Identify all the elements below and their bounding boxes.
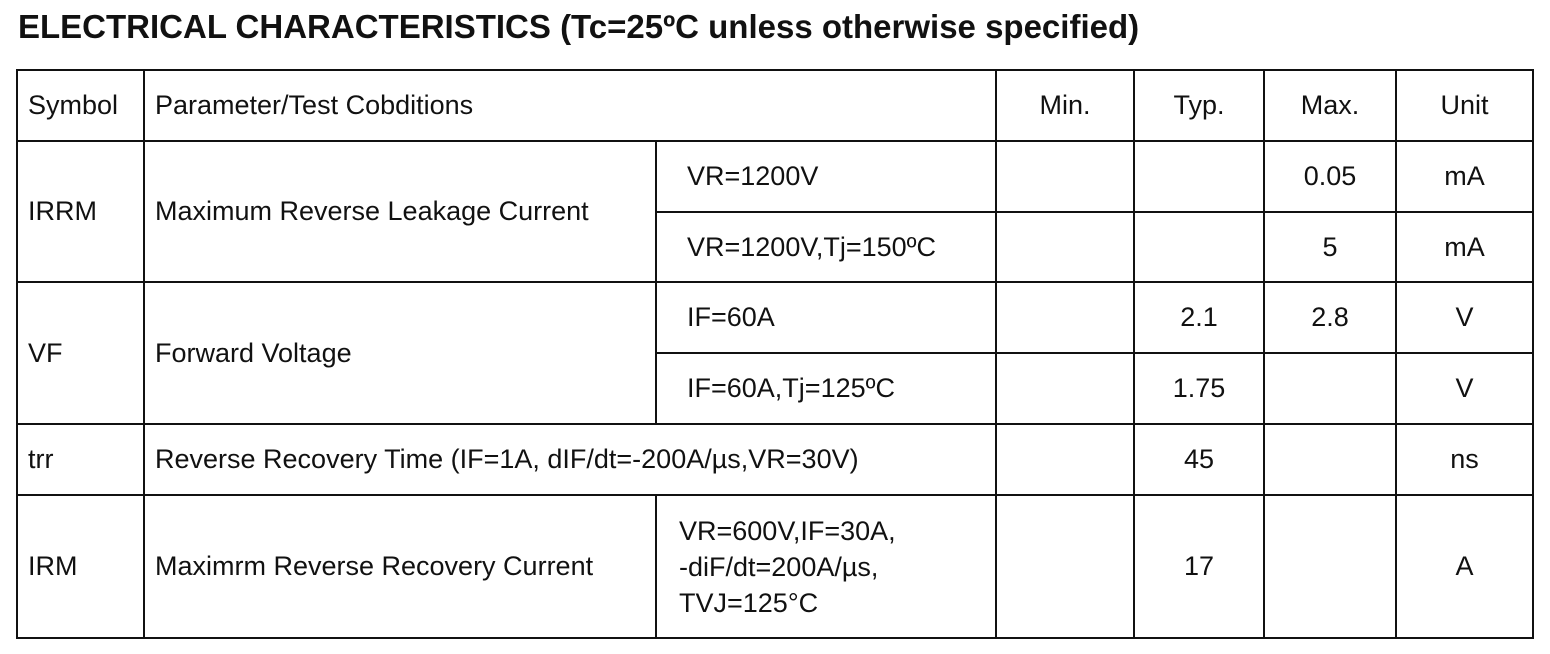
unit: A xyxy=(1395,494,1534,639)
row: trr Reverse Recovery Time (IF=1A, dIF/dt… xyxy=(16,423,1534,496)
max: 5 xyxy=(1263,211,1397,283)
header-cell: Min. xyxy=(995,69,1135,142)
condition: IF=60A xyxy=(655,281,997,354)
parameter: Maximum Reverse Leakage Current xyxy=(143,140,657,283)
typ xyxy=(1133,140,1265,213)
typ: 2.1 xyxy=(1133,281,1265,354)
min xyxy=(995,140,1135,213)
min xyxy=(995,352,1135,425)
row: VR=1200V,Tj=150ºC 5 mA xyxy=(17,211,1534,283)
typ: 45 xyxy=(1133,423,1265,496)
condition-line: VR=600V,IF=30A, xyxy=(679,515,896,546)
header-cell: Parameter/Test Cobditions xyxy=(143,69,997,142)
page-title: ELECTRICAL CHARACTERISTICS (Tc=25ºC unle… xyxy=(18,8,1140,45)
min xyxy=(995,211,1135,283)
header-row: Symbol Parameter/Test Cobditions Min. Ty… xyxy=(16,69,1534,142)
header-cell: Typ. xyxy=(1133,69,1265,142)
row: IF=60A,Tj=125ºC 1.75 V xyxy=(17,352,1534,425)
condition-line: -diF/dt=200A/µs, xyxy=(679,551,879,582)
symbol: trr xyxy=(16,423,145,496)
max: 0.05 xyxy=(1263,140,1397,213)
min xyxy=(995,423,1135,496)
min xyxy=(995,494,1135,639)
condition: VR=1200V xyxy=(655,140,997,213)
typ: 1.75 xyxy=(1133,352,1265,425)
unit: mA xyxy=(1395,140,1534,213)
max xyxy=(1263,494,1397,639)
row: IRRM Maximum Reverse Leakage Current VR=… xyxy=(16,140,1534,283)
typ xyxy=(1133,211,1265,283)
symbol: IRRM xyxy=(16,140,145,283)
max xyxy=(1263,352,1397,425)
condition: VR=600V,IF=30A, -diF/dt=200A/µs, TVJ=125… xyxy=(655,494,997,639)
condition: VR=1200V,Tj=150ºC xyxy=(655,211,997,283)
parameter: Reverse Recovery Time (IF=1A, dIF/dt=-20… xyxy=(143,423,997,496)
header-cell: Unit xyxy=(1395,69,1534,142)
characteristics-table: Symbol Parameter/Test Cobditions Min. Ty… xyxy=(16,69,1534,639)
unit: mA xyxy=(1395,211,1534,283)
parameter: Maximrm Reverse Recovery Current xyxy=(143,494,657,639)
symbol: VF xyxy=(16,281,145,425)
unit: ns xyxy=(1395,423,1534,496)
condition: IF=60A,Tj=125ºC xyxy=(655,352,997,425)
condition-line: TVJ=125°C xyxy=(679,587,819,618)
min xyxy=(995,281,1135,354)
typ: 17 xyxy=(1133,494,1265,639)
unit: V xyxy=(1395,281,1534,354)
header-cell: Symbol xyxy=(16,69,145,142)
max: 2.8 xyxy=(1263,281,1397,354)
row: IRM Maximrm Reverse Recovery Current VR=… xyxy=(16,494,1534,639)
row: VF Forward Voltage IF=60A 2.1 2.8 V xyxy=(16,281,1534,425)
unit: V xyxy=(1395,352,1534,425)
parameter: Forward Voltage xyxy=(143,281,657,425)
symbol: IRM xyxy=(16,494,145,639)
max xyxy=(1263,423,1397,496)
header-cell: Max. xyxy=(1263,69,1397,142)
